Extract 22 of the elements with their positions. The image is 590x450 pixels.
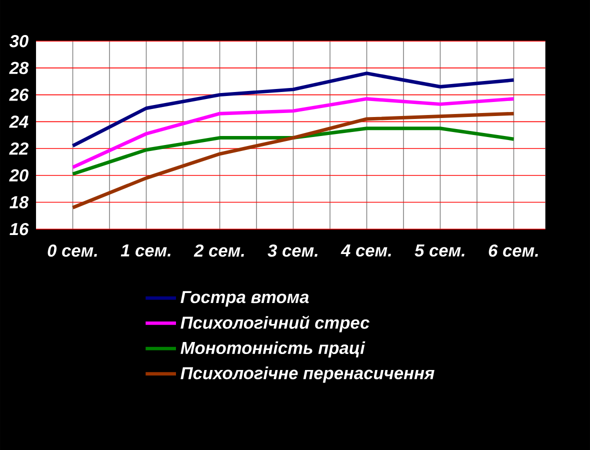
x-tick-label: 3 сем. xyxy=(268,244,318,257)
y-tick-label: 22 xyxy=(9,142,28,155)
x-tick-label: 6 сем. xyxy=(488,244,538,257)
y-tick-label: 18 xyxy=(10,196,29,208)
y-tick-label: 30 xyxy=(9,34,28,48)
x-tick-label: 4 сем. xyxy=(340,244,391,257)
line-series xyxy=(71,97,516,170)
y-tick-label: 28 xyxy=(9,62,29,74)
x-tick-label: 0 сем. xyxy=(48,244,97,257)
line-series xyxy=(71,126,516,176)
legend-label: Психологічний стрес xyxy=(180,316,370,332)
line-series xyxy=(71,72,516,148)
y-tick-label: 24 xyxy=(9,116,28,128)
x-tick-label: 1 сем. xyxy=(120,244,170,257)
y-tick-label: 26 xyxy=(9,88,29,101)
y-tick-label: 16 xyxy=(10,222,29,236)
legend-label: Монотонність праці xyxy=(180,341,366,358)
legend-label: Психологічне перенасичення xyxy=(180,366,434,383)
y-tick-label: 20 xyxy=(9,169,28,182)
x-tick-label: 5 сем. xyxy=(414,244,464,257)
x-tick-label: 2 сем. xyxy=(194,244,244,257)
legend-label: Гостра втома xyxy=(180,291,309,307)
